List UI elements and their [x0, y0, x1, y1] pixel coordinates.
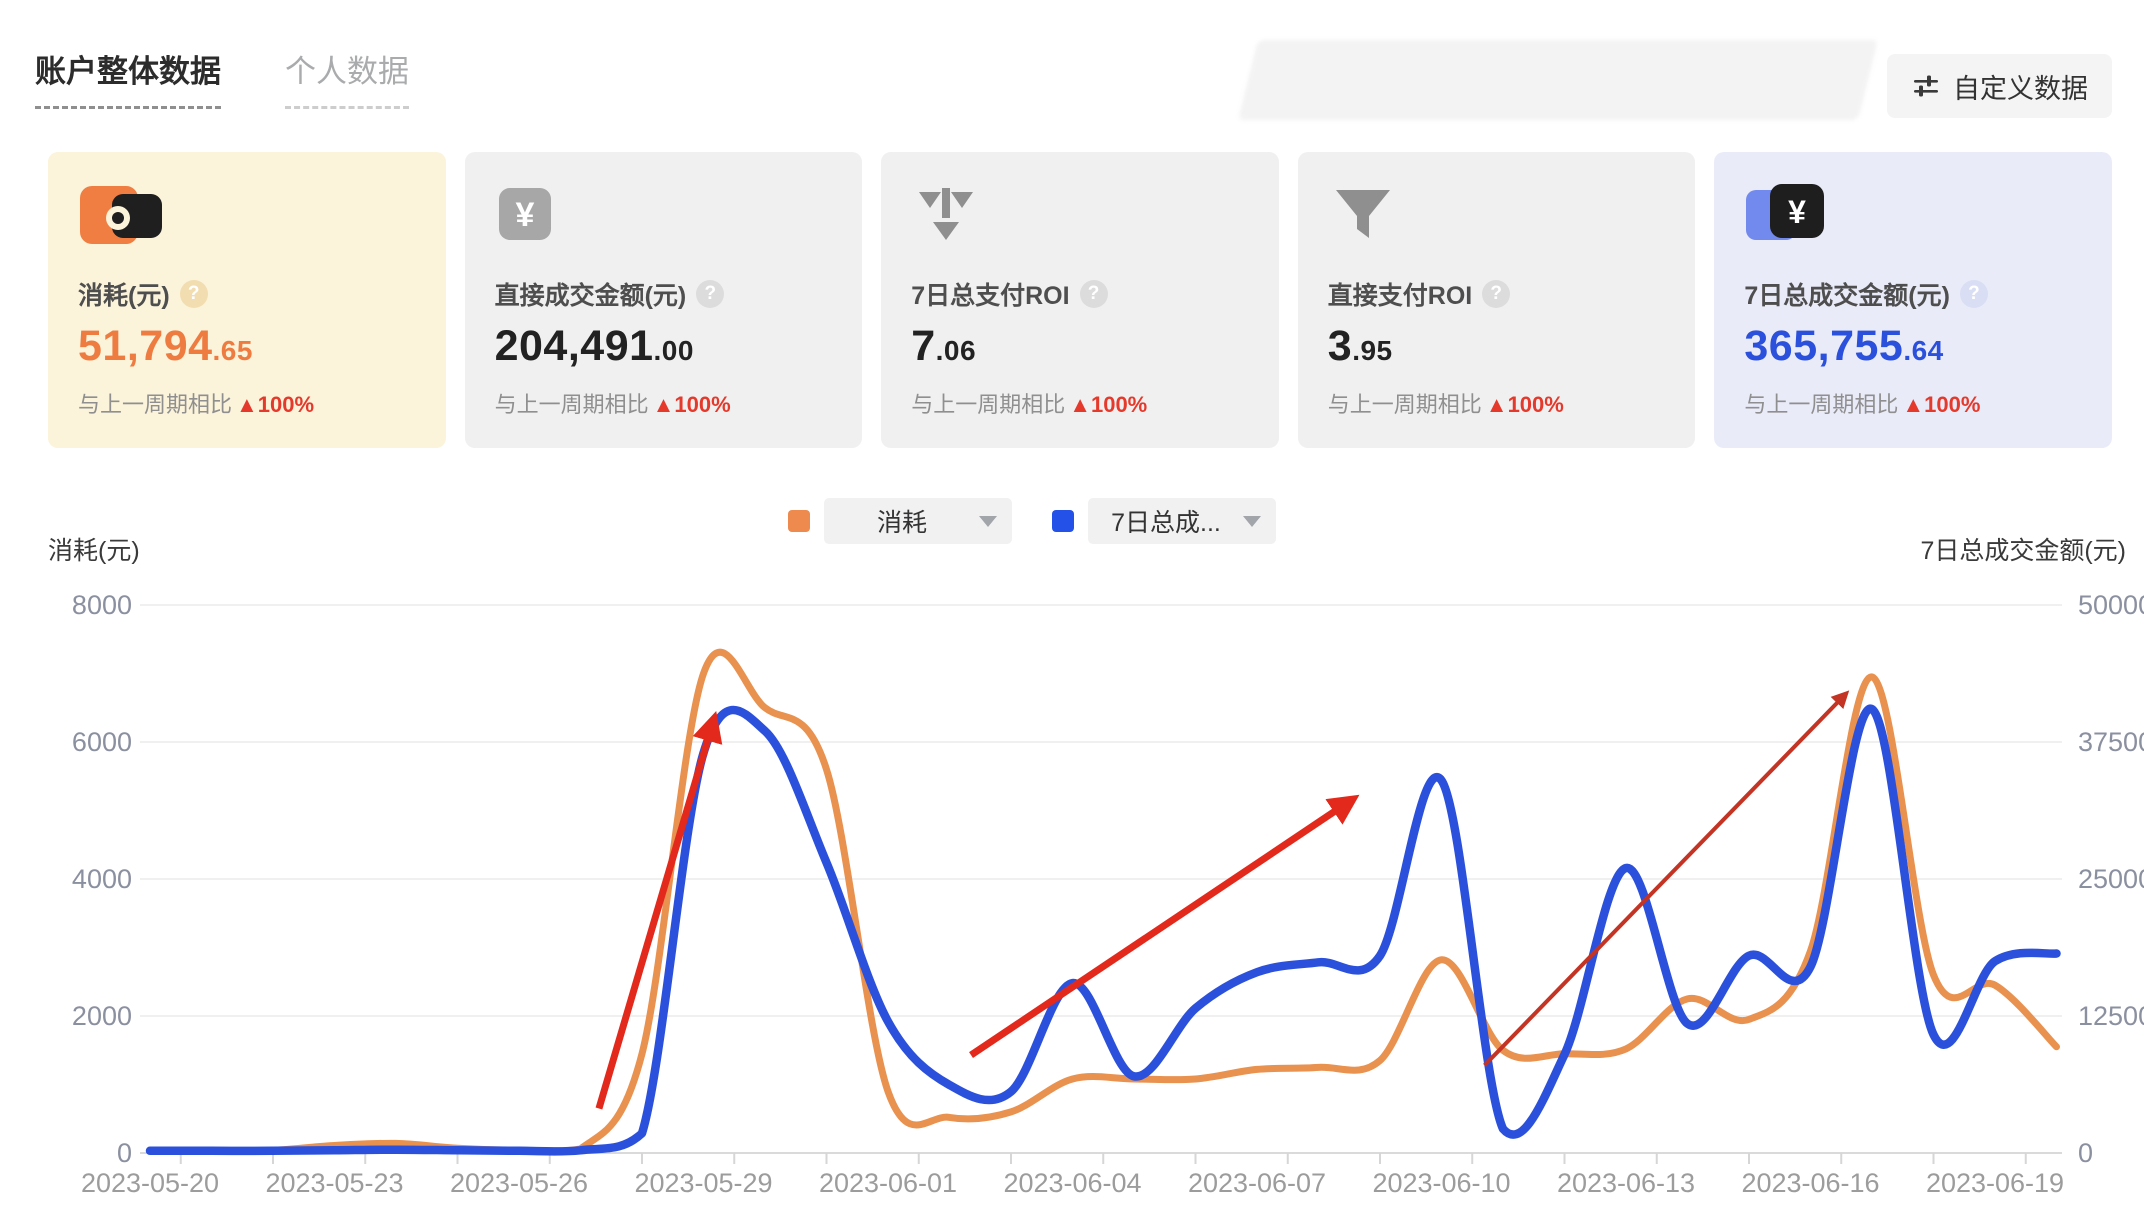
stat-card-direct-gmv: ¥ 直接成交金额(元) ? 204,491.00 与上一周期相比 ▲100%: [464, 152, 863, 448]
customize-data-label: 自定义数据: [1953, 73, 2088, 104]
stat-compare: 与上一周期相比 ▲100%: [494, 392, 731, 417]
stat-value: 3.95: [1327, 322, 1393, 370]
header-tabs: 账户整体数据 个人数据: [35, 46, 409, 109]
stat-value: 365,755.64: [1744, 322, 1944, 370]
trend-up-arrow: [595, 711, 723, 1110]
right-axis-tick-label: 37500: [2078, 727, 2144, 757]
stat-label: 直接成交金额(元): [494, 282, 687, 310]
stat-card-consume: 消耗(元) ? 51,794.65 与上一周期相比 ▲100%: [48, 152, 446, 448]
help-icon[interactable]: ?: [179, 280, 208, 308]
legend-group-7d-gmv: 7日总成...: [1052, 498, 1276, 544]
funnel-arrows-icon: [919, 188, 974, 240]
right-axis-title: 7日总成交金额(元): [1920, 537, 2126, 565]
left-axis-tick-label: 4000: [72, 864, 132, 894]
svg-text:¥: ¥: [515, 196, 534, 234]
right-axis-tick-label: 12500: [2078, 1001, 2144, 1031]
x-axis-tick-label: 2023-06-04: [1003, 1168, 1141, 1198]
stat-compare: 与上一周期相比 ▲100%: [1744, 392, 1981, 417]
help-icon[interactable]: ?: [696, 280, 725, 308]
svg-text:¥: ¥: [1788, 194, 1806, 230]
right-axis-tick-label: 25000: [2078, 864, 2144, 894]
yen-badge-icon: ¥: [498, 188, 551, 240]
stat-value: 7.06: [911, 322, 977, 370]
customize-data-button[interactable]: 自定义数据: [1887, 54, 2112, 118]
tab-account-overall-data[interactable]: 账户整体数据: [35, 46, 221, 109]
stat-label: 直接支付ROI: [1327, 282, 1473, 310]
trend-up-arrow: [1483, 690, 1850, 1067]
chevron-down-icon: [979, 516, 997, 527]
wallet-icon: [80, 186, 162, 244]
legend-swatch-consume: [788, 510, 810, 532]
sliders-icon: [1914, 75, 1938, 97]
right-axis-tick-label: 0: [2078, 1138, 2093, 1168]
trend-up-arrow: [969, 794, 1360, 1058]
help-icon[interactable]: ?: [1959, 280, 1988, 308]
left-axis-tick-label: 8000: [72, 590, 132, 620]
funnel-icon: [1335, 190, 1390, 238]
delta-up-badge: ▲100%: [1069, 392, 1148, 417]
chevron-down-icon: [1243, 516, 1261, 527]
help-icon[interactable]: ?: [1482, 280, 1511, 308]
stat-card-7d-pay-roi: 7日总支付ROI ? 7.06 与上一周期相比 ▲100%: [881, 152, 1279, 448]
stat-cards: 消耗(元) ? 51,794.65 与上一周期相比 ▲100% ¥ 直接成交金额(…: [48, 152, 2112, 448]
stat-value: 51,794.65: [78, 322, 253, 370]
x-axis-tick-label: 2023-05-20: [81, 1168, 219, 1198]
legend-group-consume: 消耗: [788, 498, 1012, 544]
x-axis-tick-label: 2023-05-26: [450, 1168, 588, 1198]
x-axis-tick-label: 2023-05-29: [634, 1168, 772, 1198]
stat-compare: 与上一周期相比 ▲100%: [1327, 392, 1564, 417]
redacted-blur-area: [1238, 40, 1878, 120]
delta-up-badge: ▲100%: [1902, 392, 1981, 417]
legend-swatch-7d-gmv: [1052, 510, 1074, 532]
consume-series-line: [146, 649, 2060, 1155]
left-axis-tick-label: 6000: [72, 727, 132, 757]
x-axis-tick-label: 2023-05-23: [265, 1168, 403, 1198]
x-axis-tick-label: 2023-06-19: [1926, 1168, 2064, 1198]
stat-compare: 与上一周期相比 ▲100%: [911, 392, 1148, 417]
stat-card-7d-total-gmv: ¥ 7日总成交金额(元) ? 365,755.64 与上一周期相比 ▲100%: [1714, 152, 2112, 448]
gmv7-series-line: [145, 704, 2061, 1156]
left-axis-tick-label: 0: [117, 1138, 132, 1168]
yen-dual-badge-icon: ¥: [1746, 184, 1825, 240]
delta-up-badge: ▲100%: [236, 392, 315, 417]
x-axis-tick-label: 2023-06-10: [1372, 1168, 1510, 1198]
tab-personal-data[interactable]: 个人数据: [285, 46, 409, 109]
right-axis-tick-label: 50000: [2078, 590, 2144, 620]
stat-label: 消耗(元): [78, 282, 170, 310]
legend-select-label: 消耗: [876, 509, 927, 537]
legend-select-label: 7日总成...: [1111, 509, 1221, 537]
stat-card-direct-pay-roi: 直接支付ROI ? 3.95 与上一周期相比 ▲100%: [1297, 152, 1696, 448]
stat-value: 204,491.00: [494, 322, 694, 370]
stat-label: 7日总成交金额(元): [1744, 282, 1950, 310]
trend-line-chart[interactable]: 0 2000 4000 6000 8000 0 12500 25000 37500 50000 20…: [0, 560, 2144, 1211]
help-icon[interactable]: ?: [1079, 280, 1108, 308]
delta-up-badge: ▲100%: [1485, 392, 1564, 417]
left-axis-title: 消耗(元): [48, 537, 140, 565]
x-axis-tick-label: 2023-06-16: [1741, 1168, 1879, 1198]
left-axis-tick-label: 2000: [72, 1001, 132, 1031]
x-axis-tick-label: 2023-06-01: [819, 1168, 957, 1198]
x-axis-tick-label: 2023-06-13: [1557, 1168, 1695, 1198]
legend-select-7d-gmv[interactable]: 7日总成...: [1088, 498, 1276, 544]
delta-up-badge: ▲100%: [652, 392, 731, 417]
stat-compare: 与上一周期相比 ▲100%: [78, 392, 315, 417]
legend-select-consume[interactable]: 消耗: [824, 498, 1012, 544]
stat-label: 7日总支付ROI: [911, 282, 1070, 310]
x-axis-tick-label: 2023-06-07: [1188, 1168, 1326, 1198]
